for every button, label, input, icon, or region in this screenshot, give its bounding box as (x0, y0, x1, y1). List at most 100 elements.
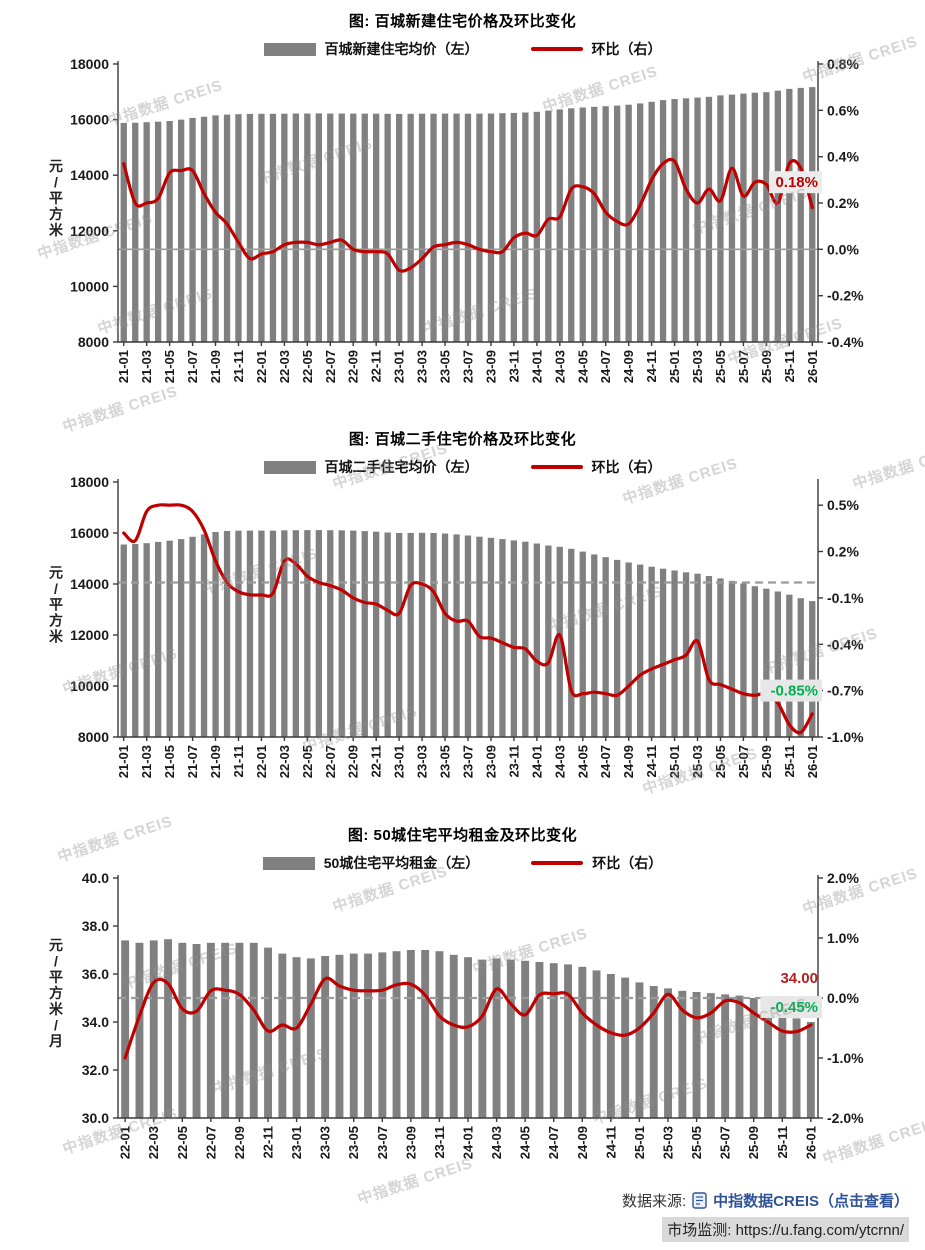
svg-text:8000: 8000 (78, 334, 109, 350)
svg-text:23-05: 23-05 (438, 350, 453, 383)
svg-text:21-11: 21-11 (231, 350, 246, 383)
svg-text:0.2%: 0.2% (827, 544, 859, 560)
data-label: 34.00 (780, 970, 818, 987)
right-axis-labels: 0.5% 0.2% -0.1% -0.4% -0.7% -1.0% (827, 497, 864, 745)
svg-text:24-07: 24-07 (598, 745, 613, 778)
svg-text:0.4%: 0.4% (827, 149, 859, 165)
svg-text:38.0: 38.0 (82, 918, 109, 934)
data-source-line: 数据来源: 中指数据CREIS（点击查看） (622, 1190, 909, 1211)
svg-text:34.0: 34.0 (82, 1014, 109, 1030)
svg-text:25-11: 25-11 (782, 745, 797, 778)
mom-line (122, 503, 814, 735)
svg-text:26-01: 26-01 (803, 1126, 818, 1159)
svg-text:10000: 10000 (70, 278, 109, 294)
svg-text:23-11: 23-11 (432, 1126, 447, 1159)
new-home-price-chart: 图: 百城新建住宅价格及环比变化 百城新建住宅均价（左） 环比（右） 18000… (0, 0, 925, 420)
svg-text:26-01: 26-01 (805, 350, 820, 383)
legend-line-label: 环比（右） (591, 41, 662, 57)
svg-text:25-09: 25-09 (759, 745, 774, 778)
svg-text:21-09: 21-09 (208, 350, 223, 383)
svg-text:16000: 16000 (70, 525, 109, 541)
svg-text:22-05: 22-05 (300, 350, 315, 383)
chart-plot-area: 40.0 38.0 36.0 34.0 32.0 30.0 2.0% 1.0% 0.0% -1.0… (0, 872, 925, 1196)
svg-text:23-05: 23-05 (346, 1126, 361, 1159)
x-axis-labels: 22-01 22-03 22-05 22-07 22-09 22-11 23-01 23-03… (118, 1126, 819, 1159)
svg-text:22-09: 22-09 (346, 745, 361, 778)
svg-text:2.0%: 2.0% (827, 872, 859, 886)
line-swatch-icon (530, 465, 583, 469)
svg-text:22-01: 22-01 (254, 350, 269, 383)
svg-text:24-03: 24-03 (552, 350, 567, 383)
svg-text:23-01: 23-01 (392, 350, 407, 383)
svg-text:-0.4%: -0.4% (827, 334, 864, 350)
svg-text:25-07: 25-07 (736, 350, 751, 383)
svg-text:26-01: 26-01 (805, 745, 820, 778)
svg-text:-0.2%: -0.2% (827, 288, 864, 304)
svg-text:24-07: 24-07 (546, 1126, 561, 1159)
svg-text:22-11: 22-11 (369, 745, 384, 778)
source-link[interactable]: 中指数据CREIS（点击查看） (713, 1193, 909, 1210)
svg-text:10000: 10000 (70, 678, 109, 694)
monitor-url[interactable]: https://u.fang.com/ytcrnn/ (735, 1222, 904, 1239)
svg-text:25-01: 25-01 (667, 350, 682, 383)
line-swatch-icon (531, 861, 584, 865)
svg-text:21-09: 21-09 (208, 745, 223, 778)
svg-text:24-01: 24-01 (529, 350, 544, 383)
svg-text:24-09: 24-09 (621, 745, 636, 778)
legend-item-bar: 百城新建住宅均价（左） (263, 39, 479, 59)
svg-text:25-05: 25-05 (713, 745, 728, 778)
chart-svg: 18000 16000 14000 12000 10000 8000 0.8% 0.6% 0.4… (49, 58, 864, 383)
legend-bar-label: 50城住宅平均租金（左） (323, 855, 480, 871)
svg-text:22-03: 22-03 (277, 350, 292, 383)
svg-text:14000: 14000 (70, 576, 109, 592)
svg-text:23-05: 23-05 (438, 745, 453, 778)
line-swatch-icon (530, 47, 583, 51)
svg-text:21-07: 21-07 (185, 745, 200, 778)
svg-text:25-11: 25-11 (782, 350, 797, 383)
data-label: 0.18% (775, 174, 818, 191)
footer: 数据来源: 中指数据CREIS（点击查看） 市场监测: https://u.fa… (622, 1190, 909, 1242)
chart-legend: 百城二手住宅均价（左） 环比（右） (0, 458, 925, 476)
svg-text:-0.1%: -0.1% (827, 590, 864, 606)
svg-text:24-07: 24-07 (598, 350, 613, 383)
svg-text:23-11: 23-11 (506, 350, 521, 383)
svg-text:24-01: 24-01 (529, 745, 544, 778)
svg-text:21-11: 21-11 (231, 745, 246, 778)
svg-text:24-11: 24-11 (644, 745, 659, 778)
svg-text:21-07: 21-07 (185, 350, 200, 383)
svg-text:24-05: 24-05 (575, 350, 590, 383)
svg-text:23-01: 23-01 (392, 745, 407, 778)
svg-text:22-07: 22-07 (323, 350, 338, 383)
left-axis-title: 元/平方米 (49, 158, 64, 238)
left-axis-labels: 40.0 38.0 36.0 34.0 32.0 30.0 (82, 872, 109, 1126)
svg-text:-1.0%: -1.0% (827, 1050, 864, 1066)
svg-text:21-01: 21-01 (116, 745, 131, 778)
svg-text:0.5%: 0.5% (827, 497, 859, 513)
svg-text:25-05: 25-05 (713, 350, 728, 383)
svg-text:25-01: 25-01 (632, 1126, 647, 1159)
svg-text:24-09: 24-09 (575, 1126, 590, 1159)
svg-text:32.0: 32.0 (82, 1062, 109, 1078)
legend-bar-label: 百城新建住宅均价（左） (324, 41, 479, 57)
chart-title: 图: 百城新建住宅价格及环比变化 (348, 13, 577, 30)
svg-text:22-01: 22-01 (254, 745, 269, 778)
svg-text:0.2%: 0.2% (827, 195, 859, 211)
svg-text:0.6%: 0.6% (827, 102, 859, 118)
mom-line (122, 157, 814, 273)
svg-text:25-07: 25-07 (736, 745, 751, 778)
svg-text:22-01: 22-01 (118, 1126, 133, 1159)
source-label: 数据来源: (621, 1193, 687, 1210)
svg-text:30.0: 30.0 (82, 1110, 109, 1126)
svg-text:24-05: 24-05 (518, 1126, 533, 1159)
svg-text:40.0: 40.0 (82, 872, 109, 886)
x-axis-labels: 21-01 21-03 21-05 21-07 21-09 21-11 22-01 22-03… (116, 745, 820, 778)
svg-text:23-11: 23-11 (506, 745, 521, 778)
chart-legend: 50城住宅平均租金（左） 环比（右） (0, 854, 925, 872)
svg-text:0.0%: 0.0% (827, 241, 859, 257)
left-axis-labels: 18000 16000 14000 12000 10000 8000 (70, 476, 109, 745)
svg-text:24-05: 24-05 (575, 745, 590, 778)
bar-swatch-icon (263, 42, 316, 56)
svg-text:23-07: 23-07 (461, 350, 476, 383)
svg-text:36.0: 36.0 (82, 966, 109, 982)
bar-swatch-icon (263, 460, 316, 474)
